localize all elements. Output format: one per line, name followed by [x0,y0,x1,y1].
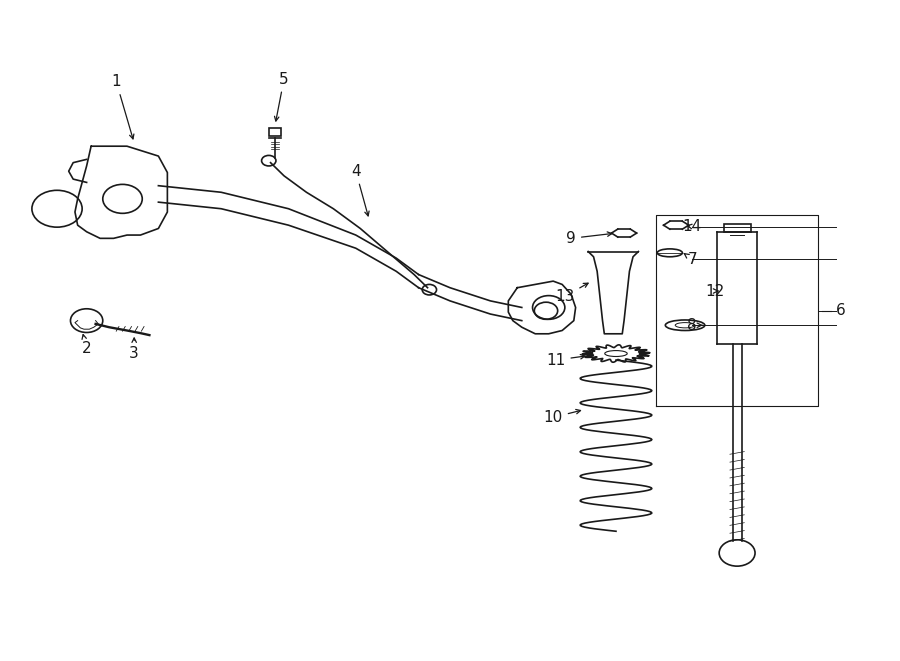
Text: 12: 12 [705,284,725,299]
Text: 2: 2 [82,334,92,356]
Text: 1: 1 [112,74,134,139]
Text: 9: 9 [566,231,612,246]
Text: 6: 6 [835,303,845,318]
Text: 3: 3 [130,338,140,361]
Text: 5: 5 [274,71,289,121]
Bar [724,224,751,232]
Text: 4: 4 [351,164,369,216]
Text: 11: 11 [546,352,585,368]
Text: 10: 10 [544,409,580,425]
Text: 13: 13 [555,283,588,304]
Text: 7: 7 [684,252,698,267]
Text: 8: 8 [688,318,703,332]
Bar [269,128,282,136]
Text: 14: 14 [682,219,702,234]
